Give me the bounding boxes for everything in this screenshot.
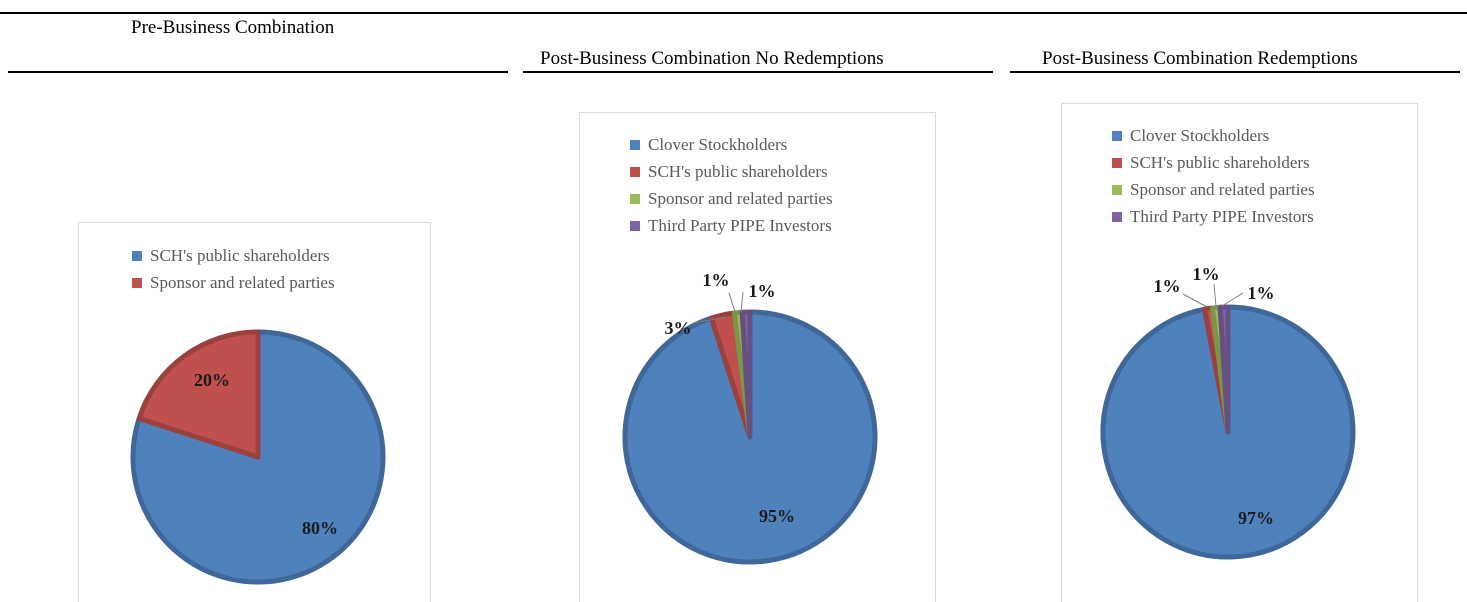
legend-item: Sponsor and related parties	[132, 269, 335, 296]
pie-chart-1: 95% 3% 1% 1%	[622, 270, 878, 565]
legend-label: Sponsor and related parties	[150, 272, 335, 292]
legend-swatch	[132, 250, 142, 261]
data-label: 1%	[703, 270, 730, 290]
legend-item: SCH's public shareholders	[630, 158, 833, 185]
legend-label: Third Party PIPE Investors	[1130, 206, 1314, 226]
leader-line	[1213, 283, 1217, 307]
legend-item: Sponsor and related parties	[630, 185, 833, 212]
header-pre-underline	[8, 71, 508, 73]
header-no-redemptions: Post-Business Combination No Redemptions	[540, 48, 884, 69]
leader-line	[740, 291, 744, 313]
pie-chart-0: 80% 20%	[130, 329, 386, 585]
pie-slice	[136, 329, 261, 460]
legend-swatch	[630, 166, 640, 177]
legend-label: Clover Stockholders	[648, 134, 788, 154]
legend-no-redemptions: Clover Stockholders SCH's public shareho…	[630, 131, 833, 239]
data-label: 97%	[1238, 508, 1274, 528]
legend-item: Clover Stockholders	[630, 131, 833, 158]
data-label: 3%	[665, 318, 692, 338]
legend-item: SCH's public shareholders	[132, 242, 335, 269]
legend-swatch	[1112, 184, 1122, 195]
legend-swatch	[630, 193, 640, 204]
legend-item: SCH's public shareholders	[1112, 149, 1315, 176]
data-label: 1%	[1193, 264, 1220, 284]
legend-item: Third Party PIPE Investors	[630, 212, 833, 239]
legend-swatch	[630, 139, 640, 150]
pie-chart-2: 97% 1% 1% 1%	[1100, 264, 1356, 560]
leader-line	[728, 292, 736, 313]
top-rule	[0, 12, 1467, 14]
data-label: 80%	[302, 518, 338, 538]
legend-label: Sponsor and related parties	[1130, 179, 1315, 199]
legend-pre: SCH's public shareholders Sponsor and re…	[132, 242, 335, 296]
legend-item: Clover Stockholders	[1112, 122, 1315, 149]
legend-swatch	[1112, 211, 1122, 222]
legend-swatch	[630, 220, 640, 231]
header-redemptions-underline	[1010, 71, 1460, 73]
data-label: 1%	[1154, 276, 1181, 296]
header-pre-business: Pre-Business Combination	[131, 17, 335, 38]
legend-swatch	[1112, 157, 1122, 168]
legend-label: Sponsor and related parties	[648, 188, 833, 208]
legend-label: SCH's public shareholders	[1130, 152, 1310, 172]
leader-line	[692, 316, 727, 324]
header-no-redemptions-underline	[523, 71, 993, 73]
pie-slice	[1217, 304, 1231, 435]
legend-label: Third Party PIPE Investors	[648, 215, 832, 235]
pie-slice	[739, 309, 753, 440]
legend-label: Clover Stockholders	[1130, 125, 1270, 145]
legend-item: Sponsor and related parties	[1112, 176, 1315, 203]
data-label: 1%	[1248, 283, 1275, 303]
legend-swatch	[132, 277, 142, 288]
legend-redemptions: Clover Stockholders SCH's public shareho…	[1112, 122, 1315, 230]
header-redemptions: Post-Business Combination Redemptions	[1042, 48, 1358, 69]
legend-label: SCH's public shareholders	[150, 245, 330, 265]
data-label: 95%	[759, 506, 795, 526]
data-label: 1%	[749, 281, 776, 301]
leader-line	[1182, 293, 1208, 308]
data-label: 20%	[194, 370, 230, 390]
leader-line	[1221, 292, 1244, 307]
legend-swatch	[1112, 130, 1122, 141]
legend-label: SCH's public shareholders	[648, 161, 828, 181]
legend-item: Third Party PIPE Investors	[1112, 203, 1315, 230]
